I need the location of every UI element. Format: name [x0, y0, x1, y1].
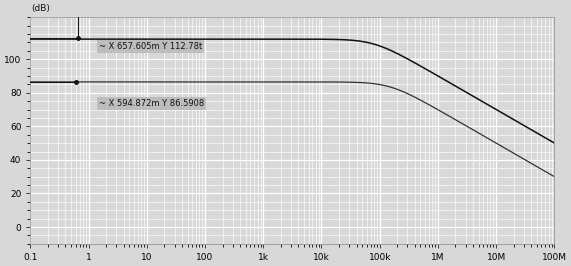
Text: ~ X 594.872m Y 86.5908: ~ X 594.872m Y 86.5908 — [99, 99, 204, 108]
Text: (dB): (dB) — [31, 4, 50, 13]
Text: ~ X 657.605m Y 112.78t: ~ X 657.605m Y 112.78t — [99, 42, 202, 51]
